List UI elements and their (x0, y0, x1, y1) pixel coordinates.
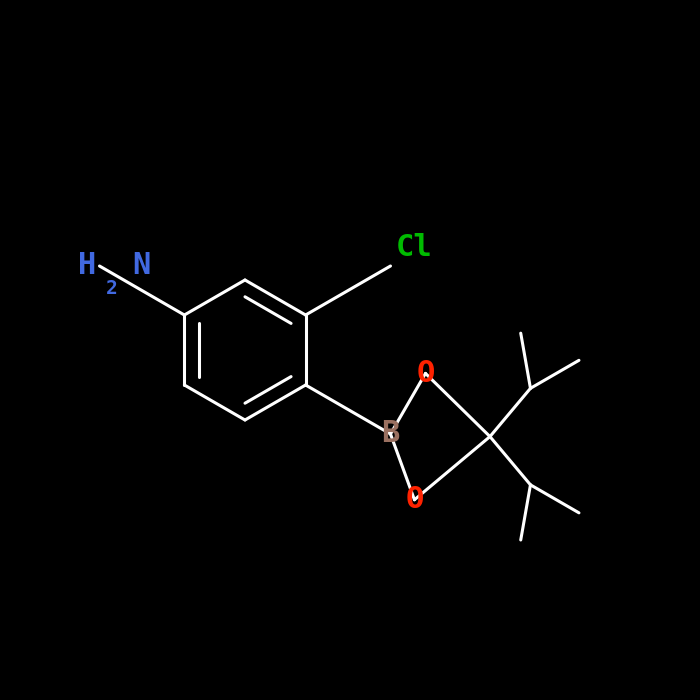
Text: O: O (405, 485, 424, 514)
Text: O: O (416, 359, 435, 388)
Text: 2: 2 (106, 279, 118, 298)
Text: Cl: Cl (396, 234, 433, 262)
Text: B: B (382, 419, 400, 449)
Text: H: H (78, 251, 96, 281)
Text: N: N (132, 251, 150, 281)
